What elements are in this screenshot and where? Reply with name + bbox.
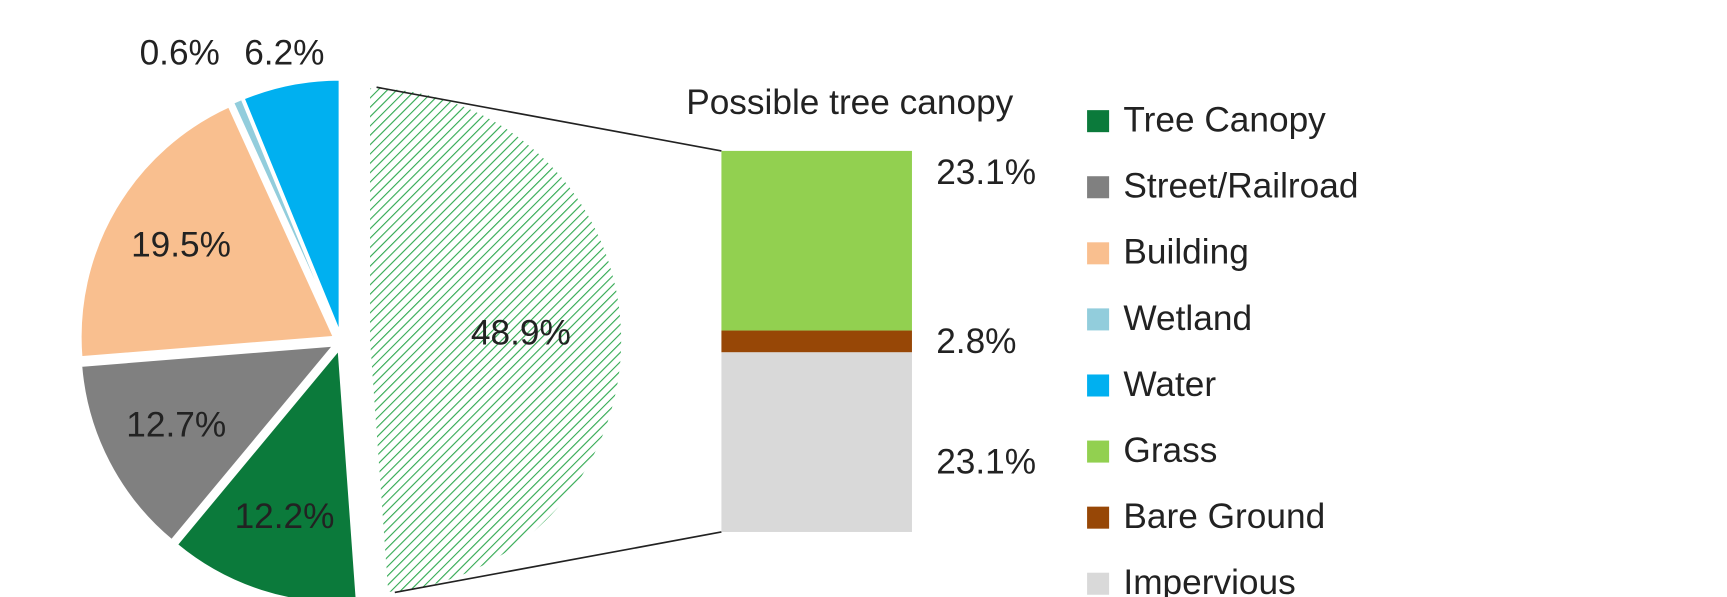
pie-slice	[231, 97, 339, 334]
legend-label: Building	[1123, 233, 1248, 272]
bar-label: 23.1%	[936, 442, 1036, 481]
legend-label: Bare Ground	[1123, 497, 1325, 536]
slice-label: 12.7%	[126, 405, 226, 444]
slice-label: 19.5%	[131, 225, 231, 264]
connector	[394, 531, 722, 594]
breakout-title: Possible tree canopy	[686, 83, 1013, 122]
legend-swatch	[1087, 374, 1110, 397]
legend-swatch	[1087, 506, 1110, 529]
legend-label: Wetland	[1123, 299, 1252, 338]
bar-segment	[721, 352, 912, 532]
legend-swatch	[1087, 308, 1110, 331]
legend-label: Impervious	[1123, 563, 1295, 597]
slice-label: 48.9%	[471, 313, 571, 352]
plot: 48.9% 12.2% 12.7% 19.5% 0.6% 6.2% Possible tre…	[79, 33, 1358, 597]
legend-label: Grass	[1123, 431, 1217, 470]
legend-label: Tree Canopy	[1123, 101, 1326, 140]
pie-slice	[367, 86, 624, 595]
legend-swatch	[1087, 110, 1110, 133]
legend-swatch	[1087, 176, 1110, 199]
connector	[376, 86, 722, 152]
pie-slice	[175, 347, 358, 597]
slice-label: 12.2%	[235, 497, 335, 536]
legend-swatch	[1087, 572, 1110, 595]
pie-slice	[242, 78, 341, 334]
bar-label: 2.8%	[936, 322, 1016, 361]
legend-swatch	[1087, 242, 1110, 265]
slice-label: 6.2%	[244, 33, 324, 72]
bar-label: 23.1%	[936, 153, 1036, 192]
legend-label: Street/Railroad	[1123, 167, 1358, 206]
slice-label: 0.6%	[140, 33, 220, 72]
pie-slice	[79, 104, 336, 359]
legend-label: Water	[1123, 365, 1216, 404]
pie-slice	[79, 344, 337, 542]
legend-swatch	[1087, 440, 1110, 463]
bar-segment	[721, 330, 912, 353]
bar-segment	[721, 150, 912, 331]
